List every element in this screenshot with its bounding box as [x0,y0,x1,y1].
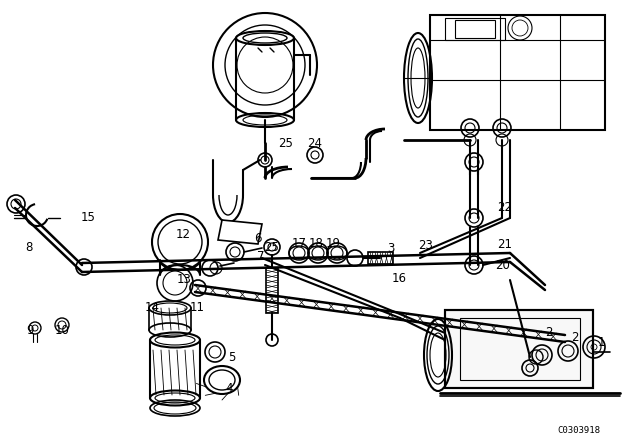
Text: 15: 15 [81,211,95,224]
Text: 18: 18 [308,237,323,250]
Bar [445,310,593,388]
Bar [266,268,278,313]
Text: 13: 13 [177,272,191,285]
Bar [430,15,605,130]
Text: 23: 23 [419,238,433,251]
Text: 19: 19 [326,237,340,250]
Text: 7: 7 [257,250,265,263]
Text: 14: 14 [145,301,159,314]
Text: 16: 16 [392,271,406,284]
Text: 6: 6 [254,232,262,245]
Polygon shape [218,220,262,244]
Bar [455,20,495,38]
Bar [445,18,505,40]
Text: 4: 4 [225,382,233,395]
Text: 10: 10 [54,323,69,336]
Text: 5: 5 [228,350,236,363]
Text: C0303918: C0303918 [557,426,600,435]
Text: 25: 25 [264,241,280,254]
Text: 21: 21 [497,237,513,250]
Text: 3: 3 [387,241,395,254]
Text: 25: 25 [278,137,293,150]
Text: 8: 8 [26,241,33,254]
Text: 17: 17 [291,237,307,250]
Text: 2: 2 [545,326,553,339]
Text: 22: 22 [497,201,513,214]
Bar [445,310,593,388]
Bar [368,252,393,264]
Text: 20: 20 [495,258,511,271]
Text: 2: 2 [572,331,579,344]
Text: 24: 24 [307,137,323,150]
Text: 9: 9 [26,323,34,336]
Text: 1: 1 [597,336,605,349]
Text: 12: 12 [175,228,191,241]
Text: 11: 11 [189,301,205,314]
Bar [460,318,580,380]
